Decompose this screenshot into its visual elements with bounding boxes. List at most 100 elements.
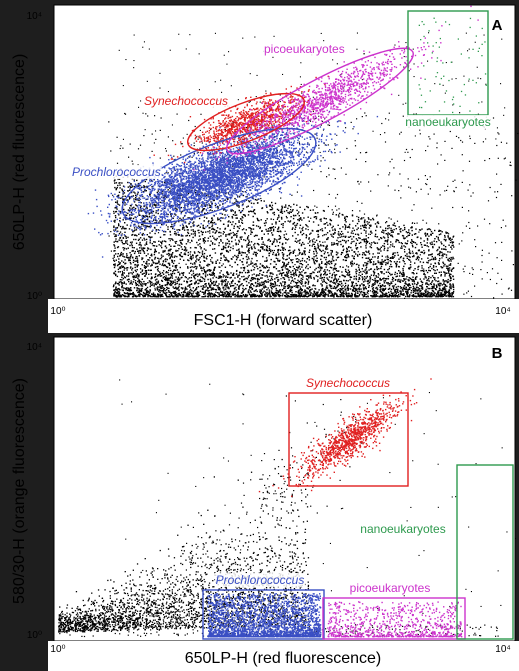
event-dot	[400, 256, 402, 258]
event-dot	[432, 265, 435, 267]
event-dot	[113, 226, 115, 229]
event-dot	[144, 270, 147, 272]
event-dot	[385, 271, 388, 273]
event-dot	[373, 274, 375, 277]
event-dot	[282, 226, 284, 229]
event-dot	[248, 252, 250, 254]
event-dot	[149, 203, 151, 205]
event-dot	[281, 212, 284, 214]
event-dot	[181, 243, 183, 245]
event-dot	[330, 291, 333, 293]
event-dot	[113, 229, 115, 231]
event-dot	[266, 276, 269, 278]
event-dot	[293, 280, 295, 283]
event-dot	[236, 284, 238, 286]
event-dot	[368, 221, 370, 224]
event-dot	[358, 237, 360, 239]
event-dot	[433, 294, 435, 296]
event-dot	[362, 270, 364, 273]
event-dot	[243, 269, 245, 272]
event-dot	[289, 252, 291, 255]
event-dot	[219, 228, 221, 230]
event-dot	[135, 260, 138, 262]
event-dot	[199, 245, 201, 248]
event-dot	[163, 289, 165, 291]
event-dot	[260, 200, 262, 202]
event-dot	[217, 207, 219, 209]
event-dot	[172, 282, 174, 284]
event-dot	[270, 218, 272, 220]
event-dot	[258, 294, 261, 297]
event-dot	[280, 211, 282, 214]
event-dot	[383, 232, 385, 234]
event-dot	[155, 250, 157, 253]
event-dot	[234, 212, 236, 214]
event-dot	[311, 245, 313, 247]
event-dot	[114, 294, 116, 296]
event-dot	[442, 248, 445, 250]
event-dot	[222, 246, 225, 248]
event-dot	[448, 260, 450, 262]
event-dot	[281, 285, 283, 287]
event-dot	[147, 265, 149, 267]
event-dot	[326, 261, 328, 263]
event-dot	[400, 279, 402, 281]
event-dot	[286, 295, 288, 297]
event-dot	[327, 224, 329, 226]
event-dot	[400, 293, 402, 296]
event-dot	[260, 284, 262, 286]
event-dot	[394, 283, 397, 286]
event-dot	[215, 291, 217, 293]
event-dot	[448, 267, 451, 269]
event-dot	[437, 280, 439, 283]
event-dot	[218, 231, 221, 234]
event-dot	[452, 288, 455, 291]
event-dot	[157, 280, 160, 282]
event-dot	[163, 288, 166, 290]
event-dot	[423, 244, 426, 246]
event-dot	[339, 233, 341, 235]
event-dot	[168, 264, 171, 266]
event-dot	[301, 253, 303, 256]
event-dot	[421, 283, 424, 286]
event-dot	[228, 273, 230, 276]
event-dot	[324, 293, 326, 295]
event-dot	[277, 295, 280, 297]
event-dot	[281, 205, 283, 207]
event-dot	[153, 214, 155, 217]
event-dot	[357, 227, 359, 229]
event-dot	[284, 238, 287, 240]
event-dot	[145, 242, 147, 244]
event-dot	[297, 240, 299, 242]
event-dot	[277, 280, 279, 282]
event-dot	[135, 234, 137, 236]
event-dot	[402, 237, 405, 239]
event-dot	[141, 239, 144, 241]
event-dot	[308, 238, 310, 240]
event-dot	[253, 285, 255, 287]
event-dot	[452, 285, 455, 287]
event-dot	[138, 197, 140, 199]
event-dot	[448, 296, 450, 298]
event-dot	[266, 293, 269, 295]
event-dot	[430, 283, 433, 285]
event-dot	[223, 289, 225, 291]
event-dot	[333, 294, 335, 296]
event-dot	[243, 228, 245, 230]
event-dot	[360, 288, 362, 290]
event-dot	[322, 293, 324, 295]
event-dot	[282, 258, 285, 260]
event-dot	[426, 286, 428, 288]
event-dot	[445, 265, 448, 267]
event-dot	[356, 248, 358, 250]
event-dot	[301, 271, 303, 273]
event-dot	[164, 284, 166, 287]
event-dot	[444, 284, 447, 286]
event-dot	[369, 261, 371, 264]
event-dot	[135, 229, 138, 231]
event-dot	[301, 264, 304, 266]
event-dot	[383, 277, 385, 279]
event-dot	[187, 267, 189, 269]
event-dot	[446, 267, 448, 269]
event-dot	[164, 258, 166, 261]
